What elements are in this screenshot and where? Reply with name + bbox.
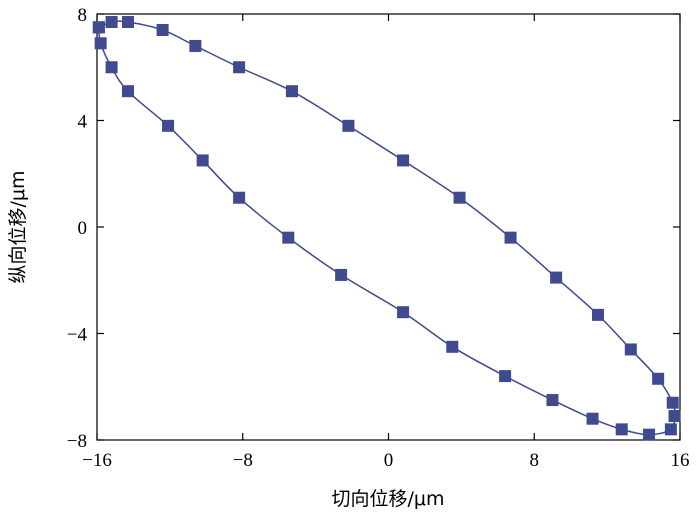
x-tick-label: −16 xyxy=(82,450,112,471)
data-point xyxy=(121,85,134,98)
y-tick-label: −4 xyxy=(67,325,88,346)
data-point xyxy=(550,271,563,284)
data-point xyxy=(162,119,175,132)
data-point xyxy=(233,191,246,204)
data-point xyxy=(397,154,410,167)
data-point xyxy=(666,396,679,409)
data-point xyxy=(624,343,637,356)
data-point xyxy=(121,15,134,28)
x-tick-label: 0 xyxy=(384,450,394,471)
y-tick-label: −8 xyxy=(67,431,87,452)
data-point xyxy=(156,23,169,36)
data-point xyxy=(664,423,677,436)
y-tick-label: 4 xyxy=(78,112,88,133)
data-point xyxy=(233,61,246,74)
plot-frame xyxy=(96,13,681,441)
data-point xyxy=(499,370,512,383)
data-point xyxy=(446,340,459,353)
x-tick-label: −8 xyxy=(233,450,253,471)
x-tick-label: 8 xyxy=(530,450,540,471)
data-point xyxy=(615,423,628,436)
data-point xyxy=(342,119,355,132)
data-point xyxy=(105,61,118,74)
data-point xyxy=(189,39,202,52)
markers xyxy=(92,15,681,441)
y-tick-label: 8 xyxy=(78,5,88,26)
data-point xyxy=(94,37,107,50)
ticks xyxy=(96,13,681,441)
y-tick-label: 0 xyxy=(78,218,88,239)
data-point xyxy=(282,231,295,244)
data-point xyxy=(546,394,559,407)
series-line xyxy=(98,20,676,436)
data-point xyxy=(643,428,656,441)
data-point xyxy=(196,154,209,167)
data-point xyxy=(285,85,298,98)
data-point xyxy=(652,372,665,385)
x-axis-title: 切向位移/μm xyxy=(332,488,445,510)
data-point xyxy=(92,21,105,34)
y-axis-title: 纵向位移/μm xyxy=(7,171,29,284)
data-point xyxy=(592,308,605,321)
data-point xyxy=(105,15,118,28)
data-point xyxy=(397,306,410,319)
data-point xyxy=(586,412,599,425)
data-point xyxy=(453,191,466,204)
x-tick-label: 16 xyxy=(671,450,690,471)
data-point xyxy=(504,231,517,244)
data-point xyxy=(335,268,348,281)
data-point xyxy=(668,410,681,423)
